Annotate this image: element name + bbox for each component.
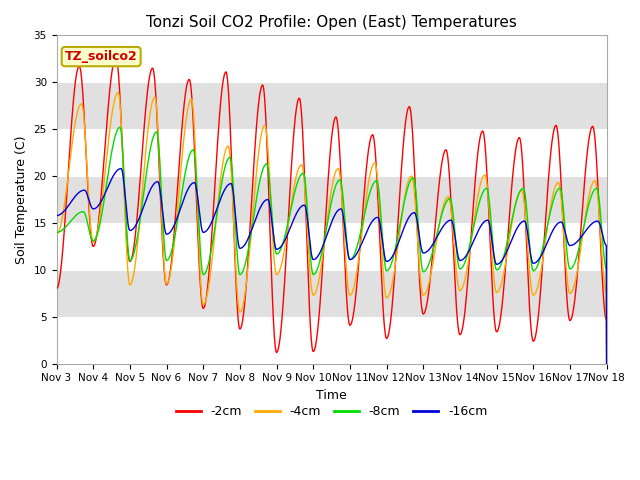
- Y-axis label: Soil Temperature (C): Soil Temperature (C): [15, 135, 28, 264]
- Legend: -2cm, -4cm, -8cm, -16cm: -2cm, -4cm, -8cm, -16cm: [171, 400, 492, 423]
- Bar: [56, 36, 607, 82]
- Bar: [56, 317, 607, 364]
- X-axis label: Time: Time: [316, 389, 347, 402]
- Text: TZ_soilco2: TZ_soilco2: [65, 50, 138, 63]
- Title: Tonzi Soil CO2 Profile: Open (East) Temperatures: Tonzi Soil CO2 Profile: Open (East) Temp…: [146, 15, 517, 30]
- Bar: [56, 82, 607, 129]
- Bar: [56, 176, 607, 223]
- Bar: [56, 270, 607, 317]
- Bar: [56, 129, 607, 176]
- Bar: [56, 223, 607, 270]
